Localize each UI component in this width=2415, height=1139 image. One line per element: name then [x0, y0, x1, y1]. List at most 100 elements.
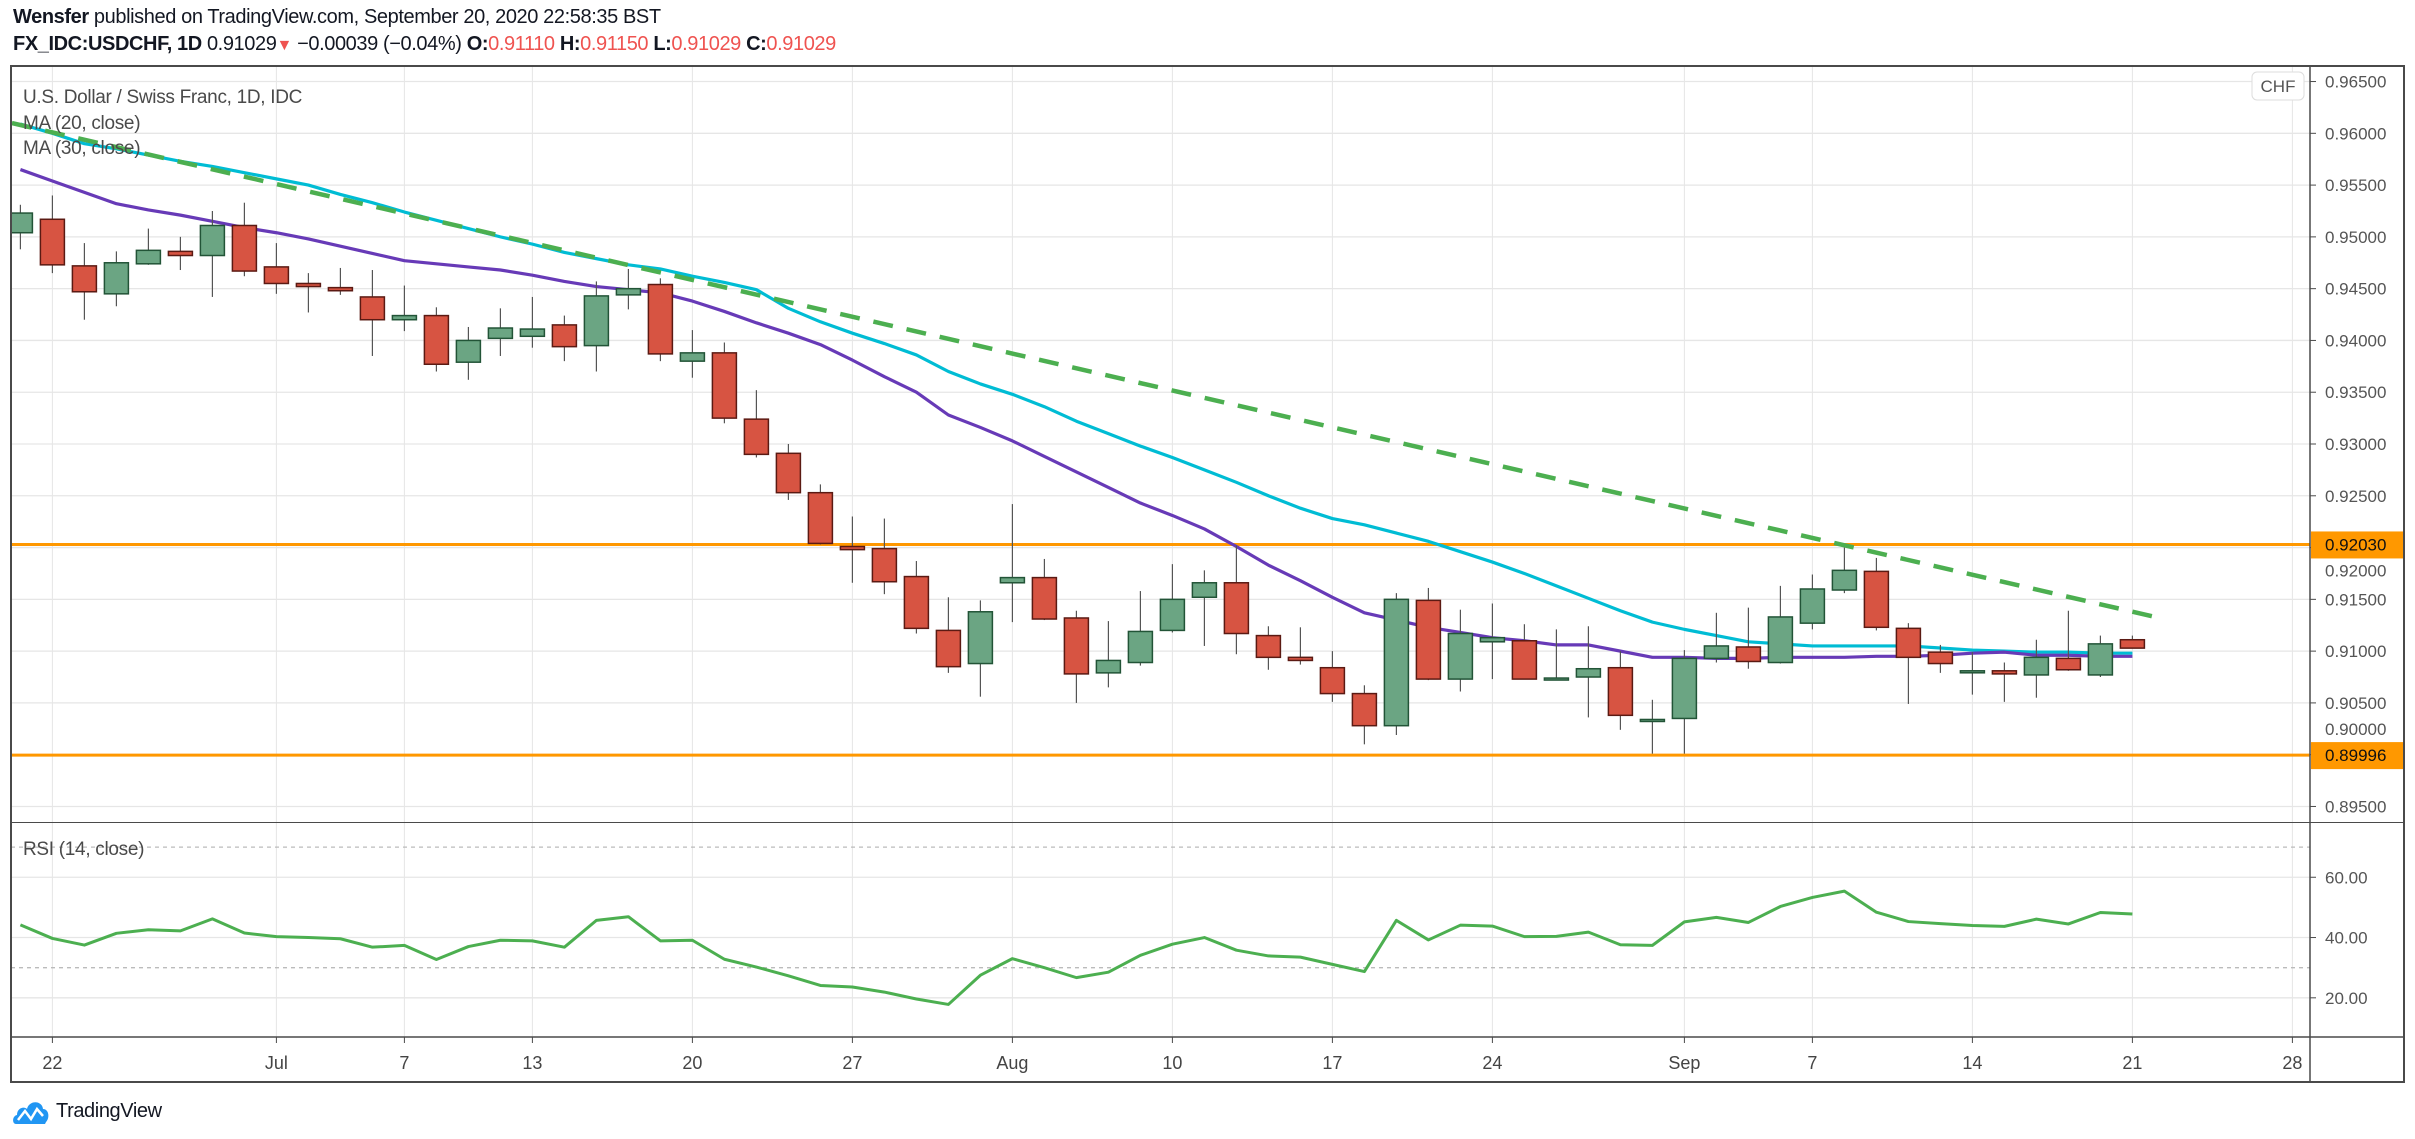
candle-up[interactable]: [999, 504, 1026, 623]
candle-down[interactable]: [327, 267, 354, 295]
candle-body: [1991, 670, 2018, 675]
candle-down[interactable]: [1319, 651, 1346, 702]
ma30-line[interactable]: [19, 122, 2133, 655]
candle-down[interactable]: [839, 516, 866, 583]
candle-down[interactable]: [295, 273, 322, 313]
candle-down[interactable]: [743, 390, 770, 458]
price-tick-label: 0.89500: [2325, 797, 2386, 816]
price-tick-label: 0.92500: [2325, 487, 2386, 506]
candle-down[interactable]: [71, 243, 98, 320]
candle-down[interactable]: [551, 315, 578, 362]
candle-down[interactable]: [2055, 610, 2082, 671]
candle-up[interactable]: [1095, 621, 1122, 688]
price-change: −0.00039 (−0.04%): [297, 33, 462, 55]
candle-down[interactable]: [775, 444, 802, 500]
candle-down[interactable]: [1351, 685, 1378, 745]
candle-up[interactable]: [2087, 635, 2114, 678]
candle-body: [999, 576, 1026, 584]
candle-down[interactable]: [1031, 558, 1058, 621]
candle-up[interactable]: [1671, 650, 1698, 754]
candle-body: [71, 265, 98, 293]
candle-down[interactable]: [1735, 607, 1762, 669]
candle-body: [167, 250, 194, 257]
candle-down[interactable]: [423, 307, 450, 372]
price-tick-label: 0.94000: [2325, 331, 2386, 350]
candle-up[interactable]: [1959, 652, 1986, 695]
tradingview-logo[interactable]: TradingView: [12, 1096, 162, 1126]
candle-body: [1863, 570, 1890, 629]
x-tick-label: Jul: [265, 1053, 288, 1073]
candle-down[interactable]: [647, 278, 674, 362]
candle-up[interactable]: [519, 296, 546, 348]
x-tick-label: 17: [1322, 1053, 1342, 1073]
candle-up[interactable]: [1703, 612, 1730, 663]
candle-body: [1511, 640, 1538, 680]
candle-down[interactable]: [1287, 627, 1314, 665]
triangle-down-icon: ▼: [276, 37, 292, 54]
candle-up[interactable]: [1447, 609, 1474, 692]
candle-up[interactable]: [1191, 570, 1218, 646]
candle-body: [1895, 627, 1922, 659]
candle-up[interactable]: [679, 330, 706, 378]
candle-up[interactable]: [8, 204, 34, 250]
candle-down[interactable]: [231, 202, 258, 277]
price-pane[interactable]: [0, 115, 2310, 757]
author-name[interactable]: Wensfer: [13, 6, 89, 28]
candle-up[interactable]: [2023, 639, 2050, 698]
candle-down[interactable]: [1895, 623, 1922, 704]
candle-body: [2023, 656, 2050, 676]
candle-down[interactable]: [39, 195, 66, 274]
candle-body: [1959, 670, 1986, 674]
close-label: C:: [746, 33, 767, 55]
candle-up[interactable]: [615, 268, 642, 310]
candle-up[interactable]: [487, 308, 514, 356]
candle-up[interactable]: [135, 228, 162, 265]
candle-down[interactable]: [711, 342, 738, 424]
rsi-pane[interactable]: [11, 846, 2310, 1006]
candle-up[interactable]: [583, 281, 610, 372]
candle-down[interactable]: [1991, 662, 2018, 702]
candle-down[interactable]: [359, 270, 386, 356]
candle-up[interactable]: [1479, 603, 1506, 680]
candle-down[interactable]: [263, 243, 290, 294]
candle-up[interactable]: [199, 210, 226, 297]
candle-up[interactable]: [1639, 699, 1666, 754]
x-tick-label: 27: [842, 1053, 862, 1073]
candle-up[interactable]: [1831, 547, 1858, 594]
x-tick-label: 22: [42, 1053, 62, 1073]
candle-body: [1543, 677, 1570, 681]
ma20-line[interactable]: [19, 168, 2133, 660]
rsi-line[interactable]: [19, 889, 2133, 1006]
ma20-legend[interactable]: MA (20, close): [23, 113, 141, 134]
candle-up[interactable]: [391, 285, 418, 332]
ma30-legend[interactable]: MA (30, close): [23, 138, 141, 159]
candle-down[interactable]: [1607, 651, 1634, 730]
candle-down[interactable]: [903, 561, 930, 634]
candle-up[interactable]: [1159, 564, 1186, 633]
candle-down[interactable]: [871, 518, 898, 595]
candle-down[interactable]: [1255, 626, 1282, 670]
candle-down[interactable]: [1511, 624, 1538, 680]
candle-up[interactable]: [1127, 591, 1154, 666]
candle-up[interactable]: [967, 600, 994, 697]
rsi-legend[interactable]: RSI (14, close): [23, 839, 144, 860]
candle-up[interactable]: [455, 326, 482, 380]
candle-down[interactable]: [2119, 635, 2146, 649]
candle-down[interactable]: [1063, 610, 1090, 703]
currency-badge[interactable]: CHF: [2251, 71, 2305, 101]
candle-down[interactable]: [807, 484, 834, 545]
candle-down[interactable]: [167, 236, 194, 271]
candle-down[interactable]: [1927, 644, 1954, 673]
candle-up[interactable]: [1575, 626, 1602, 718]
candle-up[interactable]: [103, 251, 130, 307]
candle-up[interactable]: [1799, 574, 1826, 630]
candle-down[interactable]: [935, 597, 962, 673]
candle-up[interactable]: [1767, 585, 1794, 664]
x-tick-label: 24: [1482, 1053, 1502, 1073]
candle-up[interactable]: [1543, 629, 1570, 681]
candle-up[interactable]: [1383, 593, 1410, 736]
candle-down[interactable]: [1863, 557, 1890, 631]
candle-down[interactable]: [1415, 587, 1442, 681]
candle-down[interactable]: [1223, 545, 1250, 655]
